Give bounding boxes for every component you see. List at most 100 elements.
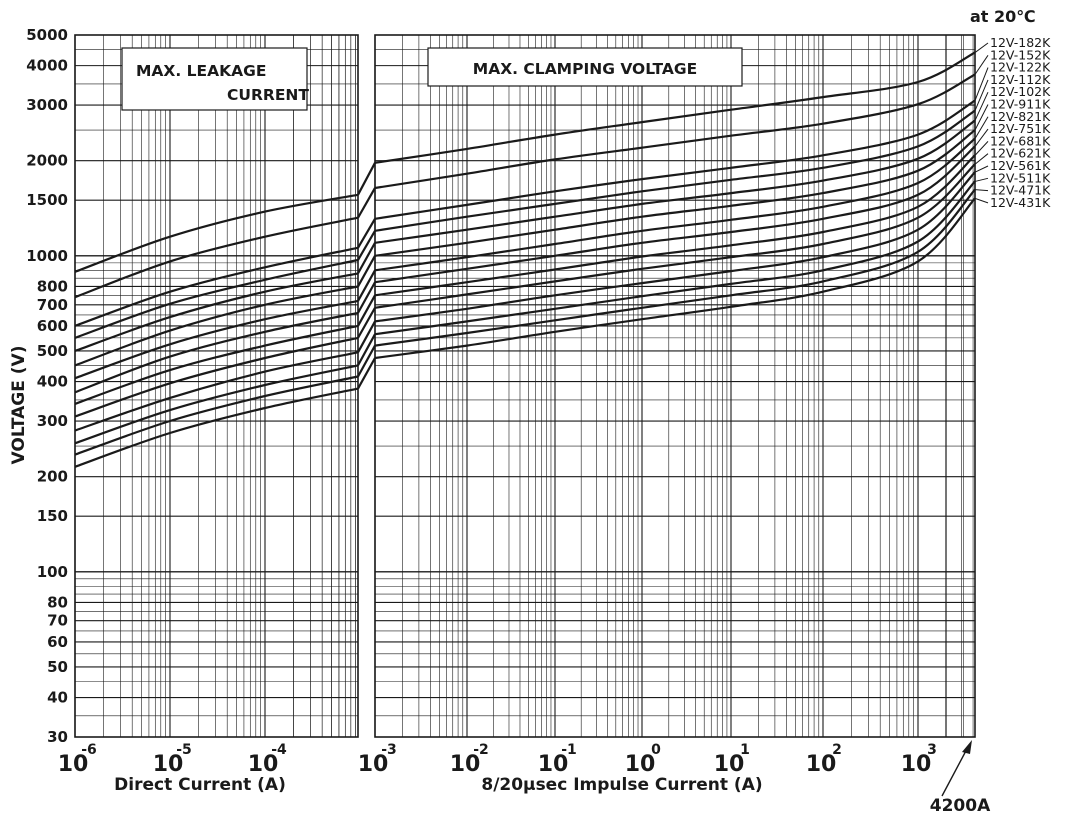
series-label-12v-621k: 12V-621K	[990, 146, 1051, 161]
series-label-12v-511k: 12V-511K	[990, 170, 1051, 185]
x-tick-label: 10	[248, 752, 279, 777]
leakage-curve-12v-431k	[74, 387, 359, 468]
x-tick-exponent: 3	[927, 742, 937, 758]
clamping-curve-12v-122k	[374, 99, 976, 220]
y-tick-label: 1000	[26, 247, 68, 265]
series-label-12v-152k: 12V-152K	[990, 47, 1051, 62]
y-tick-label: 400	[37, 373, 68, 391]
transition-segment-12v-102k	[357, 242, 376, 274]
leakage-curve-12v-821k	[74, 299, 359, 380]
transition-segment-12v-122k	[357, 218, 376, 249]
y-tick-label: 300	[37, 412, 68, 430]
leader-line-12v-152k	[974, 55, 989, 75]
leader-line-12v-681k	[974, 141, 989, 156]
series-label-12v-431k: 12V-431K	[990, 195, 1051, 210]
leader-line-12v-431k	[974, 197, 989, 204]
clamping-curve-12v-431k	[374, 197, 976, 360]
annotation-arrow	[941, 746, 969, 797]
x-tick-exponent: 0	[651, 742, 661, 758]
series-label-12v-122k: 12V-122K	[990, 60, 1051, 75]
leader-line-12v-821k	[974, 116, 989, 139]
clamping-curve-12v-911k	[374, 129, 976, 257]
clamping-curve-12v-102k	[374, 119, 976, 244]
leader-line-12v-112k	[974, 79, 989, 111]
clamping-curve-12v-561k	[374, 171, 976, 323]
series-12v-182k: 12V-182K	[74, 35, 1051, 273]
leakage-title-box	[121, 47, 308, 111]
leader-line-12v-102k	[974, 91, 989, 121]
annotation-label: 4200A	[930, 796, 991, 816]
series-12v-471k: 12V-471K	[74, 183, 1051, 456]
x-tick-exponent: -2	[473, 742, 489, 758]
x-tick-exponent: -3	[381, 742, 397, 758]
leakage-curve-12v-751k	[74, 311, 359, 394]
clamping-title-box	[427, 47, 743, 87]
x-axis-label-leakage: Direct Current (A)	[114, 775, 286, 795]
y-tick-label: 600	[37, 317, 68, 335]
clamping-title: MAX. CLAMPING VOLTAGE	[473, 60, 697, 78]
y-tick-label: 4000	[26, 57, 68, 75]
y-tick-label: 60	[47, 633, 68, 651]
transition-segment-12v-681k	[357, 294, 376, 327]
y-tick-label: 1500	[26, 191, 68, 209]
y-tick-label: 500	[37, 342, 68, 360]
y-tick-label: 2000	[26, 152, 68, 170]
leader-line-12v-511k	[974, 177, 989, 182]
leakage-title-line2: CURRENT	[227, 86, 309, 104]
y-axis-label: VOLTAGE (V)	[9, 346, 29, 465]
y-tick-label: 200	[37, 468, 68, 486]
series-label-12v-681k: 12V-681K	[990, 133, 1051, 148]
x-tick-exponent: -5	[176, 742, 192, 758]
panel-frames	[74, 34, 976, 738]
x-tick-label: 10	[538, 752, 569, 777]
series-12v-431k: 12V-431K	[74, 195, 1051, 468]
annotation-arrowhead	[962, 740, 972, 754]
leakage-curve-12v-511k	[74, 364, 359, 445]
transition-segment-12v-561k	[357, 320, 376, 353]
y-tick-label: 3000	[26, 96, 68, 114]
panel-frame	[374, 34, 976, 738]
leader-line-12v-621k	[974, 153, 989, 165]
clamping-curve-12v-182k	[374, 51, 976, 164]
transition-segment-12v-152k	[357, 187, 376, 219]
y-tick-label: 30	[47, 728, 68, 746]
leakage-curve-12v-182k	[74, 193, 359, 273]
transition-segment-12v-911k	[357, 255, 376, 287]
x-tick-label: 10	[58, 752, 89, 777]
series-12v-511k: 12V-511K	[74, 170, 1051, 445]
leakage-curve-12v-471k	[74, 375, 359, 456]
leakage-curve-12v-122k	[74, 246, 359, 327]
series-12v-621k: 12V-621K	[74, 146, 1051, 418]
leader-line-12v-471k	[974, 189, 989, 192]
x-tick-label: 10	[153, 752, 184, 777]
y-tick-label: 70	[47, 612, 68, 630]
series-label-12v-821k: 12V-821K	[990, 109, 1051, 124]
clamping-curve-12v-681k	[374, 154, 976, 297]
leakage-curve-12v-112k	[74, 258, 359, 339]
y-tick-label: 100	[37, 563, 68, 581]
axis-labels: 3040506070801001502003004005006007008001…	[26, 26, 937, 777]
y-tick-label: 5000	[26, 26, 68, 44]
clamping-curve-12v-152k	[374, 73, 976, 190]
series-12v-911k: 12V-911K	[74, 97, 1051, 367]
clamping-curve-12v-112k	[374, 109, 976, 232]
x-tick-label: 10	[806, 752, 837, 777]
leakage-curve-12v-911k	[74, 285, 359, 367]
curves: 12V-182K12V-152K12V-122K12V-112K12V-102K…	[74, 35, 1051, 468]
leakage-title-line1: MAX. LEAKAGE	[136, 62, 266, 80]
transition-segment-12v-751k	[357, 281, 376, 314]
series-label-12v-102k: 12V-102K	[990, 84, 1051, 99]
leakage-curve-12v-561k	[74, 351, 359, 432]
clamping-curve-12v-511k	[374, 180, 976, 336]
series-label-12v-471k: 12V-471K	[990, 183, 1051, 198]
y-tick-label: 50	[47, 658, 68, 676]
transition-segment-12v-821k	[357, 269, 376, 302]
x-tick-label: 10	[358, 752, 389, 777]
x-tick-label: 10	[625, 752, 656, 777]
series-label-12v-182k: 12V-182K	[990, 35, 1051, 50]
clamping-curve-12v-751k	[374, 145, 976, 284]
x-tick-exponent: -6	[81, 742, 97, 758]
x-tick-label: 10	[450, 752, 481, 777]
leakage-curve-12v-681k	[74, 324, 359, 405]
series-label-12v-112k: 12V-112K	[990, 72, 1051, 87]
